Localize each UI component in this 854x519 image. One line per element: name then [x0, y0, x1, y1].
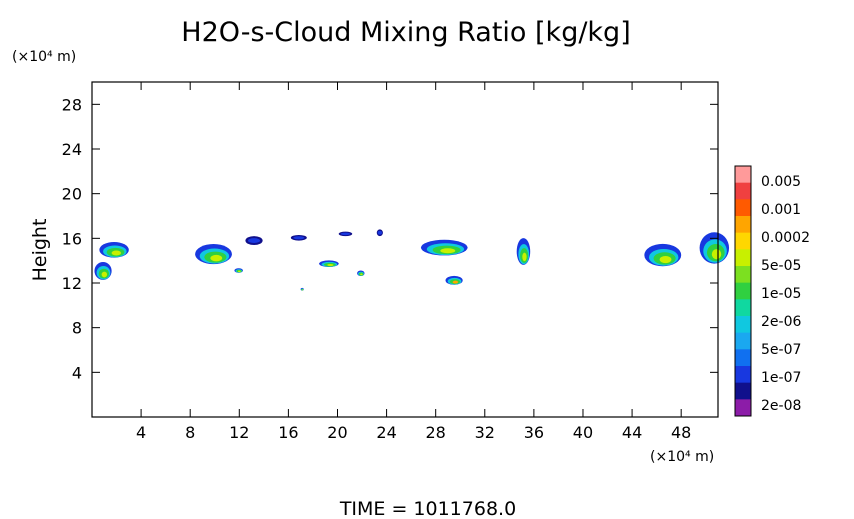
cloud-patch-inner [340, 232, 351, 236]
colorbar-label: 2e-06 [761, 314, 801, 330]
cloud-patch-peak [360, 273, 363, 276]
colorbar-label: 1e-05 [761, 286, 801, 302]
y-axis-label: Height [29, 219, 51, 282]
y-tick-label: 28 [62, 95, 82, 114]
cloud-patch-peak [101, 271, 108, 278]
x-tick-label: 4 [136, 423, 146, 442]
colorbar-label: 0.005 [761, 174, 801, 190]
colorbar-swatch [735, 282, 751, 300]
cloud-patch [99, 242, 129, 258]
y-tick-label: 16 [62, 229, 82, 248]
colorbar-swatch [735, 332, 751, 350]
x-tick-label: 16 [278, 423, 298, 442]
colorbar-swatch [735, 316, 751, 334]
cloud-patch [445, 275, 463, 285]
y-tick-label: 20 [62, 185, 82, 204]
plot-frame [91, 81, 719, 418]
cloud-patch-peak [659, 255, 672, 264]
cloud-patch-peak [327, 263, 334, 267]
cloud-patch [319, 260, 339, 268]
cloud-field [94, 229, 730, 291]
x-tick-label: 20 [327, 423, 347, 442]
x-tick-label: 40 [573, 423, 593, 442]
colorbar: 0.005 0.001 0.0002 5e-05 1e-05 2e-06 5e-07 1e-0… [734, 165, 810, 417]
y-unit-label: (×10⁴ m) [12, 49, 76, 65]
chart-title: H2O-s-Cloud Mixing Ratio [kg/kg] [181, 17, 630, 48]
x-tick-label: 36 [524, 423, 544, 442]
cloud-patch [644, 243, 682, 267]
cloud-patch-peak [301, 289, 303, 291]
colorbar-swatch [735, 232, 751, 250]
y-tick-label: 4 [72, 363, 82, 382]
colorbar-label: 0.0002 [761, 230, 810, 246]
colorbar-swatch [735, 249, 751, 267]
colorbar-swatch [735, 199, 751, 217]
colorbar-swatch [735, 366, 751, 384]
colorbar-label: 5e-05 [761, 258, 801, 274]
y-tick-label: 8 [72, 319, 82, 338]
cloud-patch [195, 244, 232, 265]
cloud-patch-peak [522, 252, 527, 262]
colorbar-swatch [735, 299, 751, 317]
colorbar-label: 1e-07 [761, 370, 801, 386]
cloud-patch [516, 238, 531, 265]
cloud-patch-peak [237, 270, 241, 273]
x-tick-label: 28 [426, 423, 446, 442]
cloud-patch [376, 229, 383, 237]
cloud-patch-peak [210, 254, 223, 262]
cloud-patch-peak [111, 250, 122, 256]
colorbar-frame [734, 165, 752, 417]
cloud-patch [290, 234, 307, 241]
time-footer: TIME = 1011768.0 [339, 498, 516, 519]
cloud-patch [699, 232, 730, 264]
cloud-patch-inner [293, 236, 305, 240]
colorbar-swatch [735, 382, 751, 400]
cloud-patch [234, 268, 243, 273]
colorbar-swatch [735, 182, 751, 200]
colorbar-label: 5e-07 [761, 342, 801, 358]
colorbar-swatch [735, 166, 751, 184]
y-tick-label: 24 [62, 140, 82, 159]
cloud-patch-peak [440, 248, 456, 254]
cloud-patch [94, 262, 112, 280]
x-unit-label: (×10⁴ m) [650, 449, 714, 465]
colorbar-label: 2e-08 [761, 398, 801, 414]
cloud-patch [338, 231, 353, 237]
x-tick-label: 32 [475, 423, 495, 442]
cloud-patch [300, 287, 304, 291]
colorbar-swatch [735, 216, 751, 234]
cloud-patch [420, 239, 468, 256]
colorbar-swatch [735, 266, 751, 284]
x-tick-label: 12 [229, 423, 249, 442]
colorbar-label: 0.001 [761, 202, 801, 218]
x-tick-label: 48 [671, 423, 691, 442]
cloud-patch [357, 270, 365, 277]
cloud-patch [245, 236, 263, 246]
colorbar-swatch [735, 399, 751, 417]
cloud-patch-inner [248, 238, 261, 244]
x-tick-label: 8 [185, 423, 195, 442]
x-tick-label: 24 [376, 423, 396, 442]
cloud-patch-inner [377, 230, 382, 235]
x-tick-label: 44 [622, 423, 642, 442]
y-tick-label: 12 [62, 274, 82, 293]
cloud-patch-peak [452, 280, 459, 284]
colorbar-swatch [735, 349, 751, 367]
cloud-patch-peak [711, 249, 722, 260]
